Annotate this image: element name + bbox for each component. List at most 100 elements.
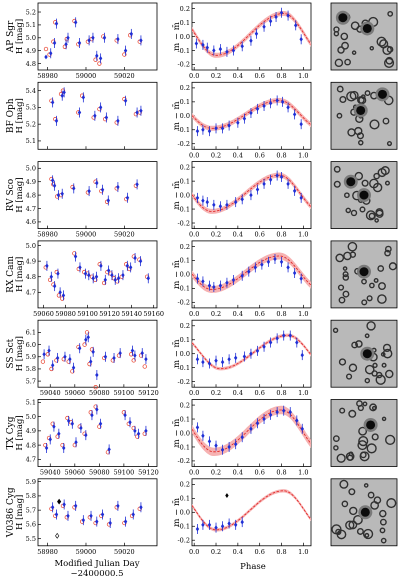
model-curve	[191, 174, 312, 212]
phase-point	[249, 110, 253, 116]
y-tick-label: 4.7	[26, 456, 36, 464]
phase-point	[282, 408, 286, 414]
cutout-star-ring	[334, 58, 344, 68]
cutout-star-ring	[387, 10, 394, 17]
phase-point	[286, 105, 290, 110]
cutout-star-ring	[379, 527, 386, 534]
raw-point	[47, 277, 53, 283]
phase-point	[288, 333, 292, 338]
y-axis-label: H [mag]	[15, 19, 25, 54]
cutout-star-ring	[364, 333, 370, 339]
x-tick-label: 59100	[77, 310, 98, 318]
cutout-star-ring	[366, 443, 377, 454]
raw-point	[135, 434, 140, 439]
phase-point	[207, 361, 212, 366]
phase-point	[212, 284, 216, 290]
phase-point	[207, 283, 212, 288]
phase-point	[247, 269, 251, 275]
cutout-star-ring	[345, 207, 352, 214]
raw-point	[65, 415, 70, 421]
cutout-star-ring	[336, 453, 346, 463]
raw-point	[40, 359, 46, 364]
phase-x-tick-label: 0.6	[255, 469, 265, 477]
phase-point	[240, 519, 244, 525]
detrended-point	[56, 271, 60, 277]
cutout-star-ring	[386, 140, 393, 147]
y-tick-label: 5.8	[26, 365, 36, 373]
phase-axes	[191, 478, 312, 547]
cutout-star-ring	[379, 509, 387, 518]
raw-point	[72, 251, 77, 256]
phase-point	[218, 46, 223, 52]
phase-point	[201, 127, 205, 133]
phase-y-tick-label: 0.2	[180, 322, 190, 330]
cutout-bright-star	[356, 105, 366, 115]
y-tick-label: 5.6	[26, 521, 36, 529]
detrended-point	[123, 48, 128, 54]
cutout-star-ring	[382, 117, 390, 125]
phase-x-tick-label: 0.0	[189, 389, 199, 397]
phase-x-tick-label: 0.4	[233, 72, 243, 80]
phase-y-axis-label: m − m̄	[172, 22, 182, 51]
cutout-star-ring	[364, 532, 370, 538]
phase-point	[201, 359, 205, 365]
cutout-star-ring	[382, 348, 393, 359]
y-tick-label: 5.0	[26, 242, 36, 250]
detrended-point	[47, 348, 51, 354]
y-tick-label: 5.2	[26, 120, 36, 128]
raw-point	[49, 366, 54, 372]
detrended-point	[95, 407, 99, 412]
detrended-point	[116, 275, 121, 281]
detrended-point	[95, 519, 99, 524]
detrended-point	[86, 334, 90, 340]
detrended-point	[130, 348, 135, 354]
image-cutout	[330, 2, 398, 71]
cutout-star-ring	[361, 278, 367, 285]
detrended-point	[91, 35, 95, 41]
phase-point	[220, 359, 225, 365]
phase-point	[240, 434, 244, 440]
phase-point	[195, 195, 200, 201]
light-curve-row: 4.6 4.7 4.8 4.9 5.0 58980 59000 59020 RV Sco H [m…	[6, 161, 398, 239]
cutout-star-ring	[375, 209, 384, 218]
cutout-star-ring	[339, 407, 346, 414]
detrended-point	[89, 513, 93, 519]
outlier-point	[55, 532, 60, 539]
phase-y-tick-label: 0.2	[180, 5, 190, 13]
phase-y-tick-label: 0.0	[180, 33, 190, 41]
cutout-star-ring	[370, 500, 380, 510]
detrended-point	[66, 418, 71, 424]
model-band	[192, 252, 311, 293]
phase-point	[279, 10, 284, 16]
phase-point	[242, 116, 247, 121]
detrended-point	[63, 354, 67, 360]
detrended-point	[121, 272, 125, 278]
cutout-star-ring	[369, 119, 380, 130]
phase-x-tick-label: 0.2	[211, 469, 221, 477]
phase-point	[225, 202, 229, 208]
detrended-point	[78, 264, 82, 270]
detrended-point	[102, 35, 107, 41]
y-tick-label: 5.9	[26, 353, 36, 361]
cutout-star-ring	[380, 166, 390, 176]
x-tick-label: 59020	[114, 72, 135, 80]
detrended-point	[49, 274, 54, 280]
phase-point	[195, 356, 200, 362]
detrended-point	[77, 345, 82, 351]
raw-point	[105, 450, 111, 455]
detrended-point	[106, 198, 110, 203]
star-name-label: BF Oph	[6, 98, 16, 133]
time-series-axes	[37, 319, 158, 388]
phase-point	[225, 280, 229, 286]
cutout-star-ring	[368, 212, 376, 220]
phase-x-tick-label: 0.2	[211, 310, 221, 318]
phase-point	[249, 351, 253, 357]
detrended-point	[81, 94, 86, 100]
phase-y-tick-label: -0.1	[177, 443, 190, 451]
cutout-star-ring	[371, 405, 377, 411]
y-tick-label: 5.3	[26, 104, 36, 112]
phase-outlier-point	[225, 493, 229, 498]
model-curve	[191, 13, 312, 56]
phase-y-tick-label: 0.1	[180, 257, 190, 265]
cutout-star-ring	[347, 241, 358, 252]
